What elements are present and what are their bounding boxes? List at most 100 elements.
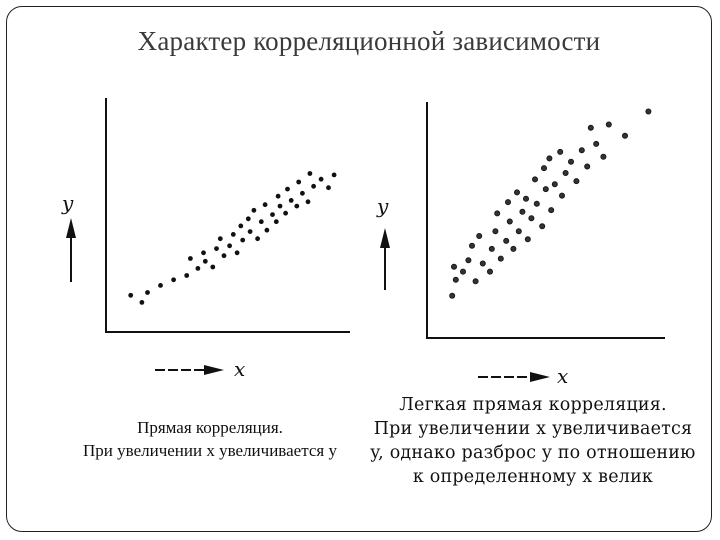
scatter-point — [523, 195, 530, 202]
scatter-point — [587, 124, 594, 131]
scatter-point — [472, 278, 479, 285]
left-scatter-panel: y x — [61, 98, 350, 381]
scatter-point — [492, 228, 499, 235]
scatter-point — [546, 155, 553, 162]
scatter-point — [296, 179, 302, 185]
scatter-point — [548, 207, 555, 214]
left-axes — [105, 98, 350, 333]
scatter-point — [294, 203, 300, 209]
scatter-point — [450, 263, 457, 270]
scatter-point — [510, 245, 517, 252]
scatter-point — [519, 208, 526, 215]
scatter-point — [515, 228, 522, 235]
scatter-point — [486, 268, 493, 275]
right-scatter-points — [449, 108, 652, 299]
left-y-label: y — [61, 191, 74, 215]
left-x-label: x — [234, 357, 245, 381]
scatter-point — [528, 215, 535, 222]
scatter-point — [202, 258, 208, 264]
right-x-label: x — [557, 364, 568, 388]
scatter-point — [645, 108, 652, 115]
scatter-point — [283, 210, 288, 216]
scatter-point — [273, 219, 279, 225]
scatter-point — [262, 202, 268, 208]
scatter-point — [539, 223, 546, 230]
scatter-point — [465, 257, 472, 264]
scatter-point — [247, 229, 253, 235]
scatter-point — [227, 243, 233, 249]
scatter-point — [541, 165, 548, 172]
scatter-point — [188, 256, 193, 261]
right-x-arrow — [478, 372, 550, 382]
right-scatter-panel: y x — [376, 102, 665, 388]
scatter-point — [503, 237, 510, 244]
scatter-point — [288, 198, 294, 203]
left-caption-line: При увеличении x увеличивается y — [83, 441, 337, 460]
scatter-point — [449, 292, 456, 299]
scatter-point — [578, 147, 585, 154]
scatter-point — [506, 218, 513, 225]
scatter-point — [459, 268, 466, 275]
scatter-point — [584, 163, 591, 170]
scatter-point — [171, 277, 177, 283]
scatter-point — [245, 216, 251, 222]
scatter-point — [221, 253, 227, 259]
scatter-point — [275, 193, 281, 199]
scatter-point — [622, 132, 629, 139]
scatter-point — [326, 185, 331, 191]
scatter-point — [305, 199, 311, 205]
left-caption-line: Прямая корреляция. — [137, 418, 283, 437]
scatter-point — [532, 176, 539, 183]
scatter-point — [201, 250, 206, 256]
slide-frame — [6, 6, 712, 532]
scatter-point — [311, 183, 316, 189]
scatter-point — [238, 223, 244, 229]
scatter-point — [158, 283, 163, 288]
scatter-point — [300, 190, 305, 196]
scatter-point — [307, 171, 313, 176]
slide-title-text: Характер корреляционной зависимости — [137, 26, 601, 56]
right-axes — [426, 102, 665, 339]
scatter-point — [184, 273, 190, 278]
right-caption-line: к определенному x велик — [412, 467, 654, 487]
scatter-point — [559, 192, 566, 199]
scatter-point — [504, 199, 511, 206]
left-y-arrow — [66, 218, 76, 282]
scatter-point — [234, 250, 240, 256]
scatter-point — [270, 212, 275, 218]
scatter-point — [551, 181, 558, 188]
scatter-point — [494, 210, 501, 217]
right-caption: Легкая прямая корреляция. При увеличении… — [368, 393, 698, 489]
scatter-point — [145, 290, 150, 295]
scatter-point — [195, 266, 201, 271]
scatter-point — [139, 300, 145, 305]
right-caption-line: При увеличении x увеличивается — [373, 419, 693, 439]
scatter-point — [214, 246, 219, 252]
scatter-point — [331, 172, 337, 178]
right-caption-line: y, однако разброс y по отношению — [370, 443, 696, 463]
scatter-point — [230, 232, 236, 237]
scatter-point — [562, 169, 569, 176]
scatter-point — [217, 236, 223, 242]
scatter-point — [605, 121, 612, 128]
left-x-arrow — [155, 365, 224, 375]
scatter-point — [277, 203, 283, 209]
slide-title: Характер корреляционной зависимости — [0, 26, 720, 57]
scatter-point — [210, 264, 216, 270]
scatter-point — [318, 176, 324, 182]
scatter-point — [285, 186, 290, 192]
scatter-point — [557, 148, 564, 155]
right-y-arrow — [380, 228, 390, 290]
scatter-point — [240, 237, 246, 243]
scatter-point — [479, 260, 486, 267]
scatter-point — [251, 207, 257, 213]
scatter-point — [568, 158, 575, 165]
scatter-point — [497, 255, 504, 262]
scatter-point — [255, 236, 260, 242]
scatter-point — [128, 292, 134, 298]
scatter-point — [542, 186, 549, 193]
scatter-point — [533, 200, 540, 207]
scatter-point — [600, 153, 607, 160]
scatter-point — [452, 276, 459, 283]
